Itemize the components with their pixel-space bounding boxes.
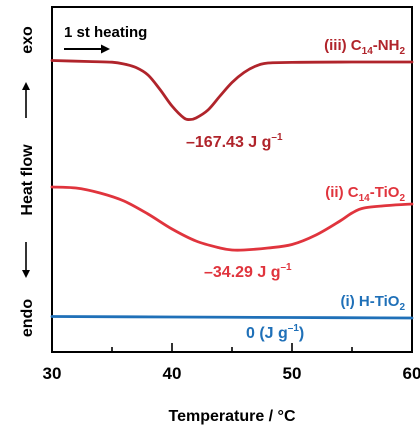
series-label-ii: (ii) C14-TiO2 <box>325 184 405 204</box>
series-line-1 <box>50 59 414 122</box>
x-tick-label: 50 <box>283 364 302 383</box>
heating-arrow <box>64 44 110 54</box>
enthalpy-label-iii: –167.43 J g–1 <box>186 132 283 151</box>
series-line-2 <box>50 185 414 252</box>
series-line-3 <box>50 315 414 320</box>
x-axis-tick-labels: 30 40 50 60 <box>43 364 420 383</box>
x-axis-ticks <box>51 343 413 352</box>
enthalpy-label-i: 0 (J g–1) <box>246 323 304 342</box>
y-axis-label: Heat flow <box>19 144 36 216</box>
y-axis-down-arrow <box>22 242 30 278</box>
y-axis-label-group: exo Heat flow endo <box>19 26 36 337</box>
heating-annotation: 1 st heating <box>64 24 147 41</box>
series-label-iii: (iii) C14-NH2 <box>324 37 405 57</box>
x-tick-label: 60 <box>403 364 420 383</box>
y-axis-up-arrow <box>22 82 30 118</box>
series-lines <box>50 59 414 320</box>
x-axis-label: Temperature / °C <box>168 408 295 425</box>
x-tick-label: 30 <box>43 364 62 383</box>
x-tick-label: 40 <box>163 364 182 383</box>
series-label-i: (i) H-TiO2 <box>341 293 406 313</box>
y-axis-exo-label: exo <box>19 26 36 54</box>
enthalpy-label-ii: –34.29 J g–1 <box>204 262 292 281</box>
y-axis-endo-label: endo <box>19 299 36 337</box>
